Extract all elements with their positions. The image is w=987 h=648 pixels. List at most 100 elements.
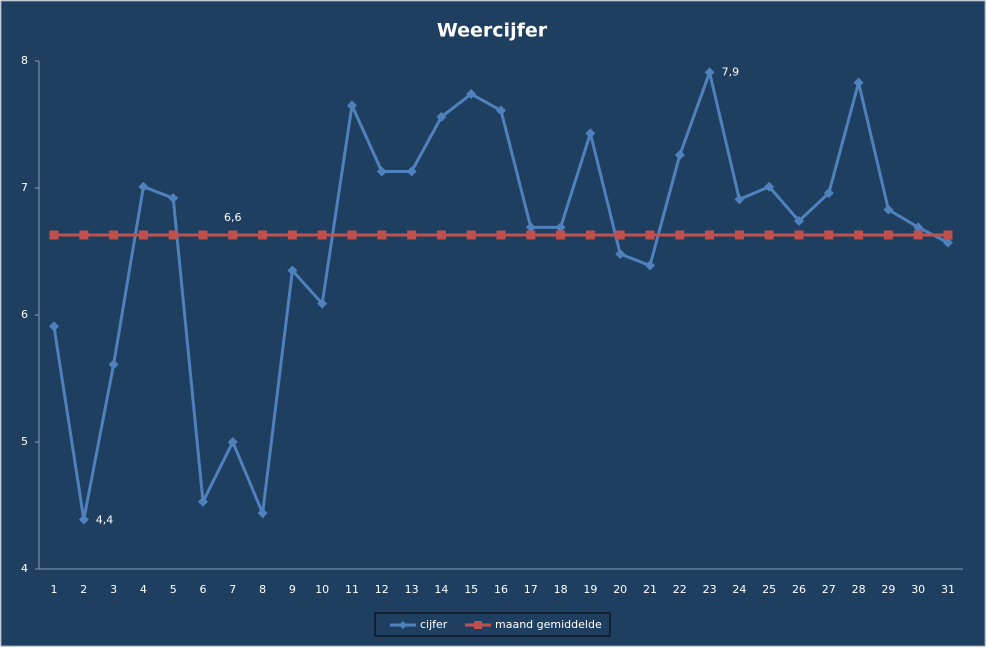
data-point: [854, 230, 864, 240]
y-tick-label: 6: [21, 308, 28, 321]
data-point: [49, 321, 59, 332]
legend-marker: [399, 621, 407, 629]
x-tick-label: 26: [792, 583, 806, 596]
data-point: [466, 230, 476, 240]
data-point: [585, 128, 596, 139]
x-tick-label: 10: [315, 583, 329, 596]
data-point: [675, 230, 685, 240]
legend-box: [374, 612, 611, 637]
data-point: [496, 230, 506, 240]
data-point: [79, 230, 89, 240]
x-tick-label: 8: [259, 583, 266, 596]
x-tick-label: 24: [732, 583, 746, 596]
data-point: [734, 230, 744, 240]
x-tick-label: 22: [673, 583, 687, 596]
data-point: [823, 188, 834, 199]
data-point: [436, 111, 447, 122]
data-point: [227, 437, 238, 447]
data-point: [347, 100, 357, 111]
x-tick-label: 25: [762, 583, 776, 596]
x-tick-label: 2: [80, 583, 87, 596]
x-tick-label: 27: [822, 583, 836, 596]
y-tick-label: 4: [21, 562, 28, 575]
data-point: [436, 230, 446, 240]
data-point: [287, 230, 297, 240]
x-tick-label: 3: [110, 583, 117, 596]
data-point: [883, 230, 893, 240]
x-tick-label: 7: [229, 583, 236, 596]
data-point: [347, 230, 357, 240]
x-tick-label: 13: [405, 583, 419, 596]
data-point: [198, 496, 208, 507]
data-label: 4,4: [96, 513, 114, 526]
data-point: [734, 194, 745, 205]
x-tick-label: 21: [643, 583, 657, 596]
data-point: [228, 230, 238, 240]
data-point: [764, 230, 774, 240]
data-point: [556, 230, 566, 240]
data-point: [585, 230, 595, 240]
x-tick-label: 28: [852, 583, 866, 596]
x-tick-label: 19: [583, 583, 597, 596]
y-tick-label: 7: [21, 181, 28, 194]
data-point: [913, 222, 924, 233]
x-tick-label: 23: [703, 583, 717, 596]
data-point: [555, 222, 566, 233]
data-point: [705, 230, 715, 240]
data-point: [674, 149, 685, 160]
legend-marker: [474, 621, 482, 629]
data-point: [287, 265, 298, 276]
data-point: [406, 166, 417, 177]
data-point: [853, 77, 864, 88]
y-tick-label: 8: [21, 54, 28, 67]
x-tick-label: 31: [941, 583, 955, 596]
data-point: [824, 230, 834, 240]
data-point: [466, 89, 477, 100]
data-point: [407, 230, 417, 240]
y-tick-label: 5: [21, 435, 28, 448]
data-point: [913, 230, 923, 240]
data-point: [526, 230, 536, 240]
legend-label: maand gemiddelde: [495, 618, 602, 631]
x-tick-label: 12: [375, 583, 389, 596]
data-point: [704, 67, 715, 78]
data-label: 6,6: [224, 211, 242, 224]
x-tick-label: 15: [464, 583, 478, 596]
data-point: [764, 181, 775, 192]
x-tick-label: 4: [140, 583, 147, 596]
data-point: [258, 230, 268, 240]
data-point: [257, 508, 268, 519]
x-tick-label: 30: [911, 583, 925, 596]
x-tick-label: 14: [434, 583, 448, 596]
data-point: [108, 359, 119, 370]
x-tick-label: 6: [200, 583, 207, 596]
legend-label: cijfer: [420, 618, 448, 631]
data-point: [168, 230, 178, 240]
data-point: [794, 216, 804, 227]
data-point: [317, 298, 328, 309]
x-tick-label: 29: [881, 583, 895, 596]
x-tick-label: 18: [554, 583, 568, 596]
data-point: [794, 230, 804, 240]
data-point: [496, 105, 506, 116]
x-tick-label: 9: [289, 583, 296, 596]
x-tick-label: 1: [51, 583, 58, 596]
x-tick-label: 16: [494, 583, 508, 596]
data-point: [198, 230, 208, 240]
chart-title: Weercijfer: [437, 20, 548, 42]
data-point: [525, 222, 536, 233]
data-point: [109, 230, 119, 240]
data-point: [138, 230, 148, 240]
data-point: [943, 230, 953, 240]
data-point: [78, 514, 89, 525]
data-point: [377, 230, 387, 240]
data-point: [138, 181, 149, 192]
data-point: [615, 230, 625, 240]
data-point: [49, 230, 59, 240]
data-point: [376, 166, 387, 177]
x-tick-label: 11: [345, 583, 359, 596]
data-point: [943, 237, 953, 248]
data-point: [645, 260, 655, 271]
